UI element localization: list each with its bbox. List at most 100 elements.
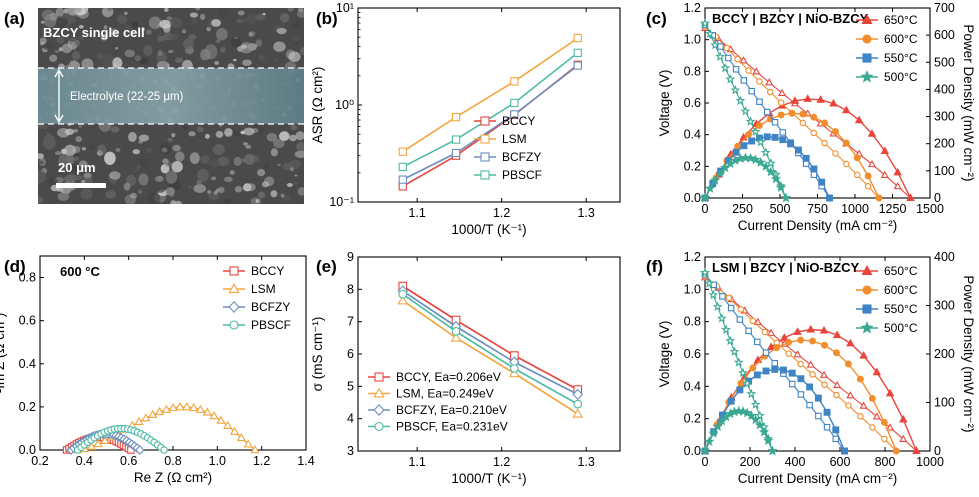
- voltage-point: [715, 51, 726, 61]
- sem-grain: [49, 54, 58, 62]
- sem-grain: [233, 156, 242, 166]
- voltage-point: [760, 147, 771, 157]
- sem-grain: [45, 131, 50, 135]
- sem-grain: [169, 17, 183, 29]
- sem-grain: [243, 142, 248, 146]
- sem-grain: [84, 8, 88, 10]
- series-1: [701, 23, 883, 202]
- power-point: [749, 364, 757, 372]
- sem-grain: [112, 57, 123, 69]
- sem-title: BZCY single cell: [43, 25, 145, 40]
- voltage-point: [754, 338, 761, 346]
- data-point: [451, 135, 461, 144]
- panel-label-a: (a): [4, 9, 25, 28]
- power-point: [773, 344, 781, 352]
- data-point: [398, 182, 407, 191]
- power-point: [754, 419, 766, 430]
- series-bccy: [398, 60, 582, 191]
- power-point: [788, 109, 796, 117]
- voltage-point: [716, 313, 727, 323]
- power-point: [912, 446, 921, 455]
- sem-grain: [294, 150, 304, 158]
- voltage-point: [748, 87, 755, 95]
- power-point: [885, 388, 895, 397]
- power-point: [780, 192, 792, 203]
- voltage-point: [740, 77, 748, 84]
- power-point: [771, 133, 779, 141]
- x-tick-label: 1250: [879, 202, 907, 216]
- sem-grain: [167, 137, 174, 142]
- sem-grain: [255, 199, 260, 203]
- power-point: [856, 375, 864, 383]
- series-pbscf: [398, 48, 582, 172]
- data-point: [202, 407, 212, 416]
- sem-grain: [283, 195, 291, 202]
- sem-grain: [107, 8, 112, 11]
- voltage-point: [846, 391, 855, 399]
- sem-grain: [167, 33, 179, 41]
- sem-grain: [138, 134, 150, 142]
- x-tick-label: 0.8: [164, 454, 181, 468]
- data-point: [451, 327, 461, 336]
- legend-marker: [480, 170, 490, 180]
- sem-grain: [172, 53, 176, 57]
- voltage-point: [745, 327, 752, 335]
- sem-grain: [157, 35, 166, 42]
- power-point: [734, 142, 742, 150]
- y-tick-label: 10⁰: [335, 98, 354, 112]
- power-point: [745, 131, 752, 139]
- power-point: [788, 369, 796, 377]
- legend-marker: [228, 300, 240, 314]
- series-2: [397, 285, 584, 401]
- voltage-point: [725, 294, 733, 302]
- sem-grain: [71, 145, 81, 154]
- sem-grain: [39, 37, 47, 45]
- legend-label: 500°C: [884, 321, 918, 335]
- scale-bar-label: 20 μm: [58, 160, 96, 175]
- sem-grain: [213, 190, 218, 195]
- voltage-point: [893, 181, 902, 190]
- power-point: [844, 360, 852, 368]
- sem-grain: [139, 57, 149, 65]
- sem-grain: [277, 163, 281, 167]
- sem-grain: [102, 53, 115, 69]
- sem-grain: [252, 155, 260, 162]
- x-tick-label: 1.2: [493, 206, 510, 220]
- power-point: [802, 154, 810, 162]
- voltage-point: [755, 136, 766, 147]
- electrolyte-label: Electrolyte (22-25 μm): [70, 91, 184, 103]
- x-tick-label: 750: [807, 202, 828, 216]
- y-axis-label: Voltage (V): [657, 321, 672, 388]
- legend-label: BCCY: [502, 114, 535, 128]
- power-point: [753, 371, 761, 379]
- sem-grain: [76, 16, 80, 21]
- sem-grain: [273, 138, 285, 149]
- y-tick-label: 6: [347, 347, 354, 361]
- power-point: [899, 414, 908, 423]
- sem-grain: [40, 20, 45, 24]
- voltage-point: [793, 350, 802, 358]
- legend-marker: [861, 14, 873, 24]
- voltage-point: [872, 412, 881, 420]
- voltage-point: [750, 126, 761, 137]
- data-point: [397, 294, 409, 305]
- x-tick-label: 0.2: [31, 454, 48, 468]
- y-tick-label: 4: [347, 412, 354, 426]
- sem-grain: [97, 144, 107, 155]
- voltage-point: [843, 160, 850, 168]
- voltage-point: [700, 18, 710, 28]
- power-point: [780, 366, 787, 374]
- voltage-point: [736, 316, 744, 323]
- voltage-point: [833, 380, 842, 389]
- legend-label: PBSCF, Ea=0.231eV: [396, 420, 508, 434]
- voltage-point: [749, 317, 757, 325]
- voltage-point: [767, 328, 776, 336]
- voltage-point: [864, 182, 872, 190]
- sem-grain: [72, 129, 79, 133]
- series-3: [398, 289, 583, 409]
- x-tick-label: 1.3: [577, 206, 594, 220]
- sem-grain: [56, 17, 68, 28]
- sem-grain: [195, 8, 201, 11]
- power-point: [832, 128, 839, 135]
- panel-label-b: (b): [316, 9, 338, 28]
